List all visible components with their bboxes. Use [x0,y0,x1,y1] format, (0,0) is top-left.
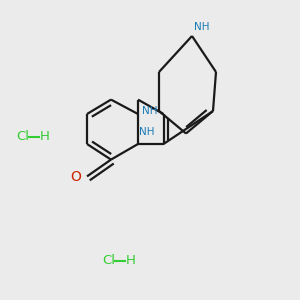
Text: Cl: Cl [102,254,115,268]
Text: NH: NH [140,128,155,137]
Text: NH: NH [194,22,210,32]
Text: O: O [70,170,81,184]
Text: H: H [40,130,50,143]
Text: Cl: Cl [16,130,29,143]
Text: NH: NH [142,106,157,116]
Text: H: H [125,254,135,268]
